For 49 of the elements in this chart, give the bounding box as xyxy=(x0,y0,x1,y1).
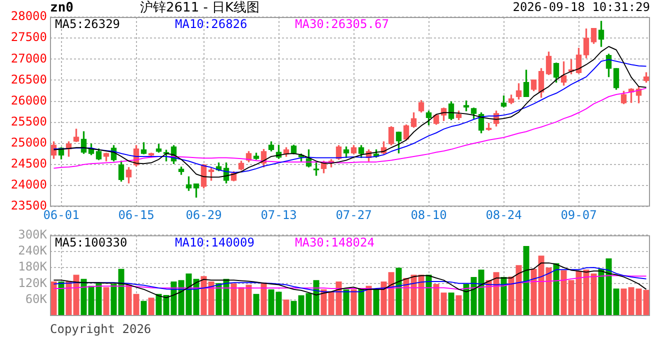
x-tick-label: 07-13 xyxy=(260,208,297,222)
text: MA5:100330 xyxy=(55,235,128,250)
bar xyxy=(553,263,560,316)
y-tick-label: 180K xyxy=(18,260,48,274)
x-tick-label: 06-29 xyxy=(186,208,222,222)
y-tick-label: 28000 xyxy=(10,9,47,24)
bar xyxy=(350,289,357,316)
x-tick-label: 07-27 xyxy=(336,208,372,222)
text: zn0 xyxy=(50,0,74,16)
bar xyxy=(283,300,290,316)
x-tick-label: 06-15 xyxy=(118,208,154,222)
bar xyxy=(448,292,454,316)
bar xyxy=(58,282,64,316)
y-tick-label: 26500 xyxy=(10,72,47,86)
text: MA30:26305.67 xyxy=(295,17,389,32)
text: MA10:140009 xyxy=(175,235,254,250)
x-tick-label: 09-07 xyxy=(560,208,597,222)
bar xyxy=(253,294,260,316)
y-tick-label: 120K xyxy=(18,276,48,290)
bar xyxy=(103,287,110,316)
y-tick-label: 25500 xyxy=(10,114,47,128)
chart-title: 沪锌2611 - 日K线图 xyxy=(140,0,260,16)
bar xyxy=(396,268,402,316)
bar xyxy=(50,282,57,316)
x-tick-label: 08-24 xyxy=(486,208,522,222)
y-tick-label: 60K xyxy=(25,292,48,306)
bar xyxy=(260,282,267,316)
y-tick-label: 27000 xyxy=(10,51,47,66)
y-tick-label: 25000 xyxy=(10,136,47,150)
text: 2026-09-18 10:31:29 xyxy=(512,0,650,14)
text: Copyright 2026 xyxy=(50,322,152,336)
y-tick-label: 24000 xyxy=(10,178,47,192)
bar xyxy=(500,276,507,316)
bar xyxy=(523,246,530,316)
bar xyxy=(426,274,432,316)
bar xyxy=(456,295,462,316)
text: MA5:26329 xyxy=(55,17,120,32)
y-tick-label: 300K xyxy=(18,227,48,242)
bar xyxy=(373,289,380,316)
y-tick-label: 26000 xyxy=(10,93,47,108)
bar xyxy=(148,298,154,316)
bar xyxy=(343,289,350,316)
bar xyxy=(140,300,147,316)
x-tick-label: 08-10 xyxy=(410,208,447,222)
y-tick-label: 27500 xyxy=(10,30,47,44)
text: MA30:148024 xyxy=(295,235,374,250)
y-tick-label: 24500 xyxy=(10,156,47,171)
text: MA10:26826 xyxy=(175,17,248,32)
y-tick-label: 240K xyxy=(18,243,48,258)
